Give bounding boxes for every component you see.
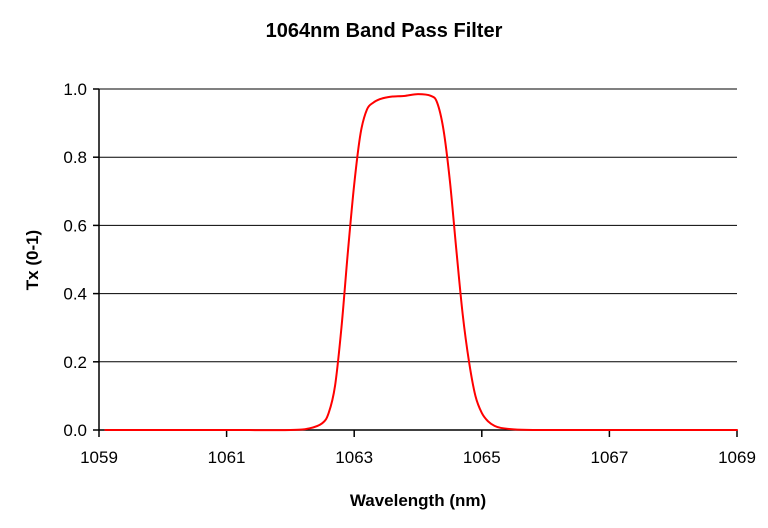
y-tick-label: 0.8 [63, 148, 87, 167]
y-axis-label: Tx (0-1) [23, 230, 42, 290]
x-tick-label: 1069 [718, 448, 756, 467]
tick-labels: 0.0 0.2 0.4 0.6 0.8 1.0 1059 1061 1063 1065 1067 10… [63, 80, 756, 467]
y-tick-label: 0.0 [63, 421, 87, 440]
y-tick-label: 0.2 [63, 353, 87, 372]
series-layer [104, 93, 738, 432]
x-axis-label: Wavelength (nm) [350, 491, 486, 510]
x-tick-label: 1065 [463, 448, 501, 467]
series-line-transmission [104, 93, 738, 432]
x-tick-label: 1063 [335, 448, 373, 467]
y-tick-label: 0.4 [63, 285, 87, 304]
grid-lines [99, 88, 737, 363]
chart-title: 1064nm Band Pass Filter [266, 20, 503, 42]
y-tick-label: 1.0 [63, 80, 87, 99]
y-tick-label: 0.6 [63, 216, 87, 235]
x-tick-label: 1067 [590, 448, 628, 467]
x-tick-label: 1059 [80, 448, 118, 467]
x-tick-label: 1061 [208, 448, 246, 467]
axes [93, 88, 738, 437]
